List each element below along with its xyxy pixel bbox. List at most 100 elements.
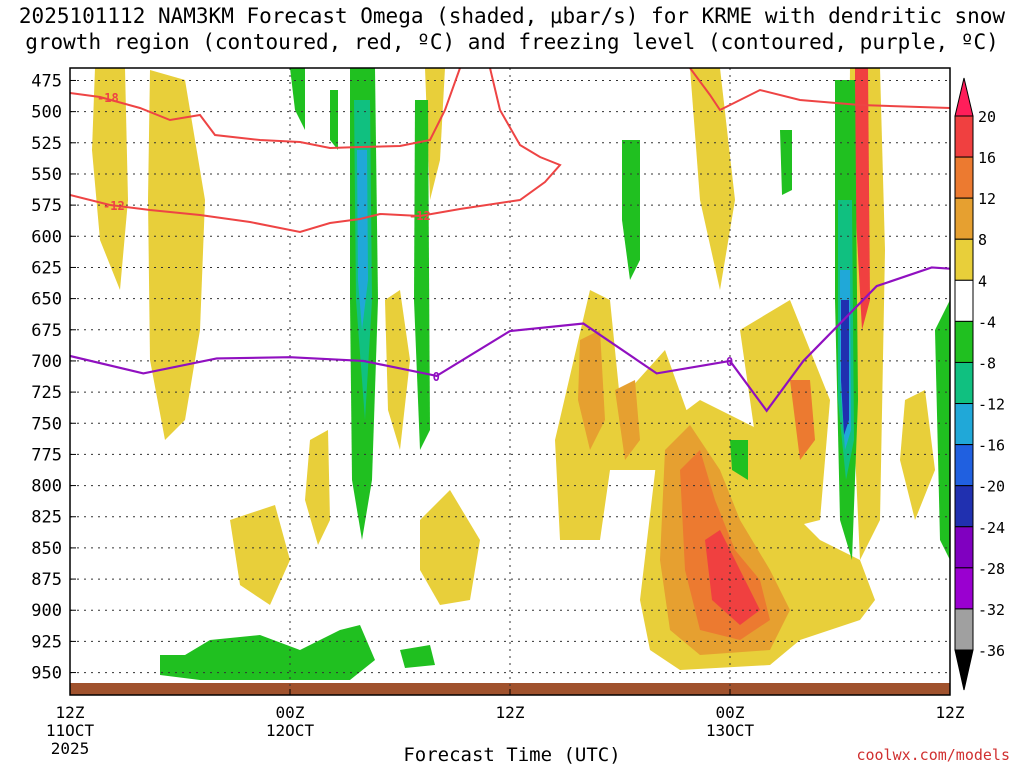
colorbar-bottom-arrow <box>954 649 974 691</box>
omega-negative-region <box>160 625 375 680</box>
colorbar-label: -12 <box>978 396 1005 414</box>
omega-moderate-region <box>615 380 640 460</box>
colorbar-label: -36 <box>978 642 1005 660</box>
colorbar-swatch <box>954 115 974 158</box>
colorbar-swatch <box>954 444 974 487</box>
chart-title-line1: 2025101112 NAM3KM Forecast Omega (shaded… <box>18 4 1006 28</box>
temp-contour-label: -18 <box>97 91 119 105</box>
freezing-level-contour: 000 <box>70 266 950 413</box>
x-tick-label: 00Z <box>276 703 305 722</box>
omega-strong-region <box>790 380 815 460</box>
colorbar-swatch <box>954 361 974 405</box>
y-tick-label: 725 <box>31 383 62 403</box>
omega-negative-region <box>730 440 748 480</box>
omega-negative-region <box>357 150 368 330</box>
y-tick-label: 550 <box>31 165 62 185</box>
colorbar-label: -32 <box>978 601 1005 619</box>
colorbar-label: -8 <box>978 354 996 372</box>
y-tick-label: 575 <box>31 196 62 216</box>
x-tick-date-label: 12OCT <box>266 721 315 740</box>
y-tick-label: 875 <box>31 570 62 590</box>
y-tick-label: 775 <box>31 445 62 465</box>
y-tick-label: 475 <box>31 71 62 91</box>
y-tick-label: 950 <box>31 664 62 684</box>
temp-contour-line <box>70 68 562 234</box>
colorbar-label: 20 <box>978 108 996 126</box>
y-tick-label: 900 <box>31 601 62 621</box>
colorbar-label: 8 <box>978 231 987 249</box>
y-tick-label: 750 <box>31 414 62 434</box>
colorbar: 20 16 12 8 4 -4 -8 -12 -16 -20 -24 -28 -32 -36 <box>954 77 1005 691</box>
x-tick-year-label: 2025 <box>51 739 90 758</box>
colorbar-swatch <box>954 567 974 610</box>
y-tick-label: 825 <box>31 508 62 528</box>
plot-frame <box>69 67 951 696</box>
omega-positive-region <box>305 430 330 545</box>
omega-positive-region <box>690 68 735 290</box>
omega-positive-region <box>425 68 445 200</box>
freezing-level-line <box>70 266 950 413</box>
y-tick-label: 800 <box>31 477 62 497</box>
omega-very-strong-region <box>705 530 760 625</box>
chart-title-line2: growth region (contoured, red, ºC) and f… <box>25 30 999 54</box>
source-credit: coolwx.com/models <box>856 746 1010 764</box>
y-axis-labels: 475 500 525 550 575 600 625 650 675 700 725 750 775 8… <box>31 71 62 683</box>
omega-negative-region <box>290 68 305 130</box>
colorbar-swatch <box>954 320 974 363</box>
x-tick-label: 12Z <box>56 703 85 722</box>
temp-contour-label: -12 <box>409 209 431 223</box>
colorbar-label: -20 <box>978 478 1005 496</box>
y-tick-label: 600 <box>31 227 62 247</box>
omega-negative-region <box>622 140 640 280</box>
omega-positive-region <box>148 70 205 440</box>
colorbar-label: -16 <box>978 437 1005 455</box>
omega-positive-region <box>385 290 410 450</box>
colorbar-label: -24 <box>978 519 1005 537</box>
y-tick-label: 925 <box>31 632 62 652</box>
colorbar-swatch <box>954 238 974 281</box>
colorbar-swatch <box>954 403 974 446</box>
freezing-level-label: 0 <box>433 370 440 384</box>
omega-very-strong-region <box>855 68 870 330</box>
y-tick-label: 850 <box>31 539 62 559</box>
x-axis-title: Forecast Time (UTC) <box>403 744 621 766</box>
dendritic-growth-contours: -18 -12 -12 <box>70 68 950 234</box>
temp-contour-label: -12 <box>103 199 125 213</box>
colorbar-label: -4 <box>978 313 996 331</box>
omega-positive-region <box>900 390 935 520</box>
omega-negative-region <box>414 100 430 450</box>
y-tick-label: 525 <box>31 134 62 154</box>
colorbar-top-arrow <box>954 77 974 117</box>
omega-negative-region <box>841 300 849 435</box>
y-tick-label: 500 <box>31 103 62 123</box>
colorbar-label: 16 <box>978 149 996 167</box>
omega-positive-region <box>230 505 290 605</box>
colorbar-swatch <box>954 279 974 322</box>
omega-positive-region <box>420 490 480 605</box>
colorbar-swatch <box>954 485 974 528</box>
x-tick-label: 00Z <box>716 703 745 722</box>
omega-moderate-region <box>578 330 605 450</box>
temp-contour-line <box>70 68 461 150</box>
temp-contour-line <box>689 68 950 112</box>
x-tick-label: 12Z <box>496 703 525 722</box>
colorbar-swatch <box>954 156 974 199</box>
omega-negative-region <box>935 300 950 560</box>
colorbar-label: -28 <box>978 560 1005 578</box>
colorbar-swatch <box>954 526 974 569</box>
colorbar-swatch <box>954 197 974 240</box>
omega-positive-region <box>92 68 128 290</box>
x-tick-label: 12Z <box>936 703 965 722</box>
x-tick-date-label: 11OCT <box>46 721 95 740</box>
omega-negative-region <box>330 90 338 150</box>
colorbar-swatch <box>954 608 974 651</box>
omega-negative-region <box>780 130 792 195</box>
y-tick-label: 675 <box>31 321 62 341</box>
freezing-level-label: 0 <box>726 355 733 369</box>
y-tick-label: 700 <box>31 352 62 372</box>
y-tick-label: 650 <box>31 290 62 310</box>
x-tick-date-label: 13OCT <box>706 721 755 740</box>
colorbar-label: 12 <box>978 190 996 208</box>
